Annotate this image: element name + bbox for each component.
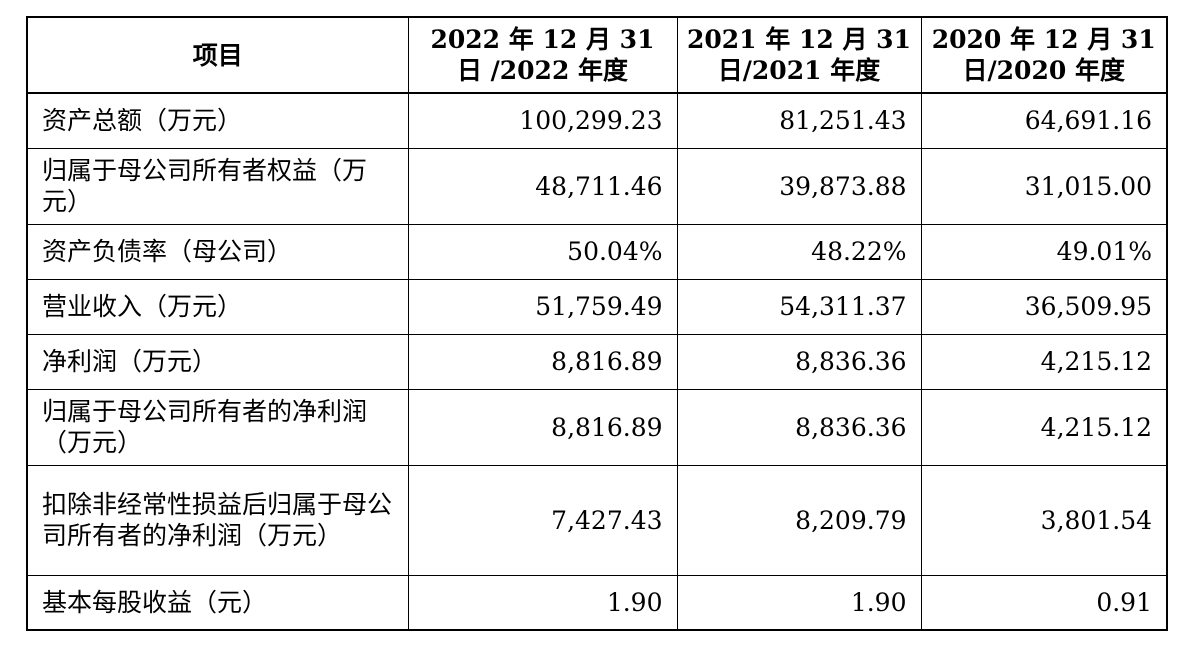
value-2021: 81,251.43 bbox=[676, 92, 922, 149]
row-label: 净利润（万元） bbox=[26, 333, 409, 390]
value-2022: 51,759.49 bbox=[407, 278, 678, 335]
table-row: 净利润（万元） 8,816.89 8,836.36 4,215.12 bbox=[26, 333, 1168, 390]
header-2022: 2022 年 12 月 31 日 /2022 年度 bbox=[407, 16, 678, 94]
financial-data-table: 项目 2022 年 12 月 31 日 /2022 年度 2021 年 12 月… bbox=[26, 16, 1168, 631]
value-2020: 36,509.95 bbox=[920, 278, 1168, 335]
row-label: 营业收入（万元） bbox=[26, 278, 409, 335]
row-label: 归属于母公司所有者权益（万元） bbox=[26, 147, 409, 225]
table-row: 资产总额（万元） 100,299.23 81,251.43 64,691.16 bbox=[26, 92, 1168, 149]
value-2020: 49.01% bbox=[920, 223, 1168, 280]
value-2020: 3,801.54 bbox=[920, 464, 1168, 576]
header-2021: 2021 年 12 月 31 日/2021 年度 bbox=[676, 16, 922, 94]
value-2022: 8,816.89 bbox=[407, 333, 678, 390]
value-2021: 8,836.36 bbox=[676, 333, 922, 390]
row-label: 扣除非经常性损益后归属于母公司所有者的净利润（万元） bbox=[26, 464, 409, 576]
value-2021: 54,311.37 bbox=[676, 278, 922, 335]
value-2022: 7,427.43 bbox=[407, 464, 678, 576]
table-row: 归属于母公司所有者的净利润（万元） 8,816.89 8,836.36 4,21… bbox=[26, 388, 1168, 466]
value-2021: 8,209.79 bbox=[676, 464, 922, 576]
value-2020: 4,215.12 bbox=[920, 333, 1168, 390]
table-row: 归属于母公司所有者权益（万元） 48,711.46 39,873.88 31,0… bbox=[26, 147, 1168, 225]
value-2022: 48,711.46 bbox=[407, 147, 678, 225]
value-2022: 100,299.23 bbox=[407, 92, 678, 149]
row-label: 资产负债率（母公司） bbox=[26, 223, 409, 280]
table-row: 资产负债率（母公司） 50.04% 48.22% 49.01% bbox=[26, 223, 1168, 280]
value-2020: 64,691.16 bbox=[920, 92, 1168, 149]
header-row: 项目 2022 年 12 月 31 日 /2022 年度 2021 年 12 月… bbox=[26, 16, 1168, 94]
row-label: 资产总额（万元） bbox=[26, 92, 409, 149]
value-2020: 4,215.12 bbox=[920, 388, 1168, 466]
value-2021: 39,873.88 bbox=[676, 147, 922, 225]
value-2022: 8,816.89 bbox=[407, 388, 678, 466]
value-2021: 1.90 bbox=[676, 574, 922, 631]
value-2021: 8,836.36 bbox=[676, 388, 922, 466]
row-label: 归属于母公司所有者的净利润（万元） bbox=[26, 388, 409, 466]
value-2022: 1.90 bbox=[407, 574, 678, 631]
value-2020: 31,015.00 bbox=[920, 147, 1168, 225]
table-row: 扣除非经常性损益后归属于母公司所有者的净利润（万元） 7,427.43 8,20… bbox=[26, 464, 1168, 576]
table-row: 基本每股收益（元） 1.90 1.90 0.91 bbox=[26, 574, 1168, 631]
header-2020: 2020 年 12 月 31 日/2020 年度 bbox=[920, 16, 1168, 94]
row-label: 基本每股收益（元） bbox=[26, 574, 409, 631]
value-2022: 50.04% bbox=[407, 223, 678, 280]
table-row: 营业收入（万元） 51,759.49 54,311.37 36,509.95 bbox=[26, 278, 1168, 335]
value-2021: 48.22% bbox=[676, 223, 922, 280]
header-item: 项目 bbox=[26, 16, 409, 94]
value-2020: 0.91 bbox=[920, 574, 1168, 631]
